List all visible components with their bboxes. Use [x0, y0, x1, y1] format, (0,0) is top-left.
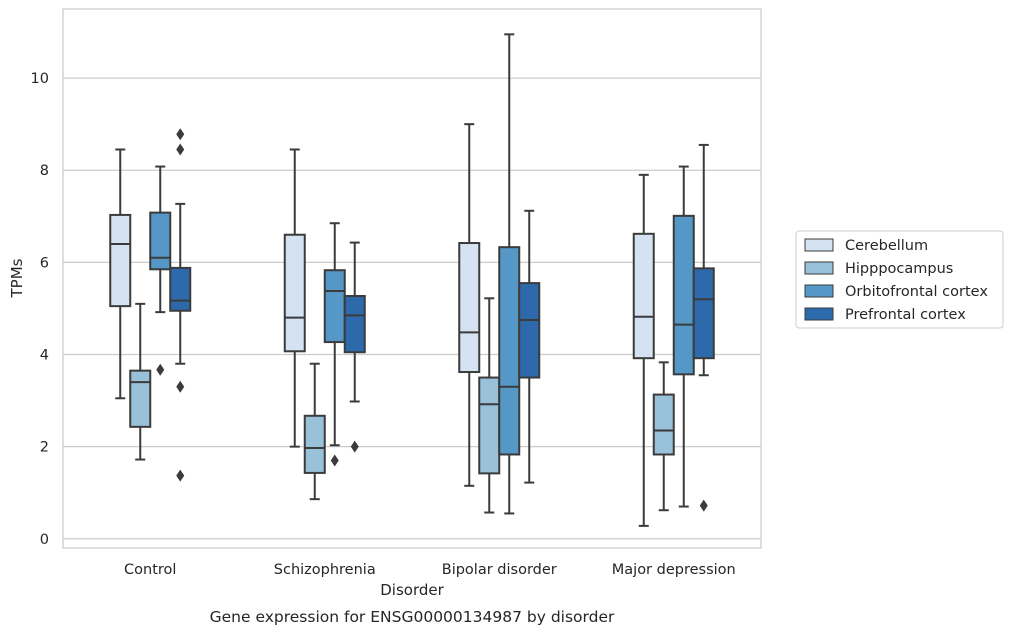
chart-caption: Gene expression for ENSG00000134987 by d…	[210, 608, 615, 626]
box-orbitofrontal-cortex	[149, 165, 172, 376]
iqr-box	[518, 282, 541, 379]
legend-label: Orbitofrontal cortex	[845, 284, 988, 300]
iqr-box	[129, 369, 152, 428]
plot-frame	[62, 8, 762, 549]
box-prefrontal-cortex	[169, 128, 192, 482]
box-orbitofrontal-cortex	[672, 165, 695, 508]
grid-lines	[63, 77, 761, 540]
box-prefrontal-cortex	[692, 143, 715, 512]
legend-swatch	[804, 307, 834, 321]
box-cerebellum	[458, 123, 481, 487]
outlier-point	[350, 440, 359, 453]
legend-frame	[795, 230, 1004, 329]
iqr-box	[632, 232, 655, 360]
iqr-box	[498, 246, 521, 456]
outlier-point	[176, 143, 185, 156]
iqr-box	[323, 269, 346, 344]
y-tick-labels: 0 2 4 6 8 10	[31, 71, 49, 548]
outlier-point	[176, 128, 185, 141]
legend-swatch	[804, 284, 834, 298]
iqr-box	[343, 295, 366, 354]
legend-swatch	[804, 261, 834, 275]
iqr-box	[283, 233, 306, 353]
boxes-layer	[109, 33, 715, 527]
outlier-point	[699, 499, 708, 512]
legend-swatch	[804, 238, 834, 252]
y-tick-label: 10	[31, 71, 49, 87]
legend-label: Hipppocampus	[845, 261, 953, 277]
outlier-point	[330, 454, 339, 467]
y-tick-label: 8	[40, 163, 49, 179]
iqr-box	[458, 242, 481, 374]
x-axis-label: Disorder	[380, 581, 444, 599]
x-tick-label: Control	[124, 562, 176, 578]
box-orbitofrontal-cortex	[323, 222, 346, 467]
box-hipppocampus	[129, 302, 152, 461]
iqr-box	[149, 211, 172, 271]
y-tick-label: 0	[40, 532, 49, 548]
box-hipppocampus	[478, 297, 501, 514]
box-prefrontal-cortex	[343, 241, 366, 453]
y-tick-label: 4	[40, 348, 49, 364]
outlier-point	[176, 469, 185, 482]
iqr-box	[692, 267, 715, 360]
iqr-box	[672, 214, 695, 376]
y-axis-label: TPMs	[8, 258, 26, 298]
x-tick-labels: Control Schizophrenia Bipolar disorder Majo…	[124, 562, 736, 578]
box-cerebellum	[632, 173, 655, 527]
box-orbitofrontal-cortex	[498, 33, 521, 515]
x-tick-label: Bipolar disorder	[442, 562, 557, 578]
legend-label: Prefrontal cortex	[845, 307, 966, 323]
iqr-box	[169, 266, 192, 312]
box-hipppocampus	[303, 362, 326, 501]
outlier-point	[156, 363, 165, 376]
box-hipppocampus	[652, 361, 675, 512]
box-prefrontal-cortex	[518, 209, 541, 484]
legend: Cerebellum Hipppocampus Orbitofrontal cort…	[795, 230, 1004, 329]
x-tick-label: Schizophrenia	[274, 562, 376, 578]
outlier-point	[176, 380, 185, 393]
iqr-box	[652, 393, 675, 456]
box-cerebellum	[109, 148, 132, 400]
iqr-box	[478, 376, 501, 475]
iqr-box	[303, 414, 326, 474]
y-tick-label: 6	[40, 255, 49, 271]
legend-label: Cerebellum	[845, 238, 928, 254]
y-tick-label: 2	[40, 440, 49, 456]
box-cerebellum	[283, 148, 306, 448]
iqr-box	[109, 213, 132, 308]
x-tick-label: Major depression	[612, 562, 736, 578]
